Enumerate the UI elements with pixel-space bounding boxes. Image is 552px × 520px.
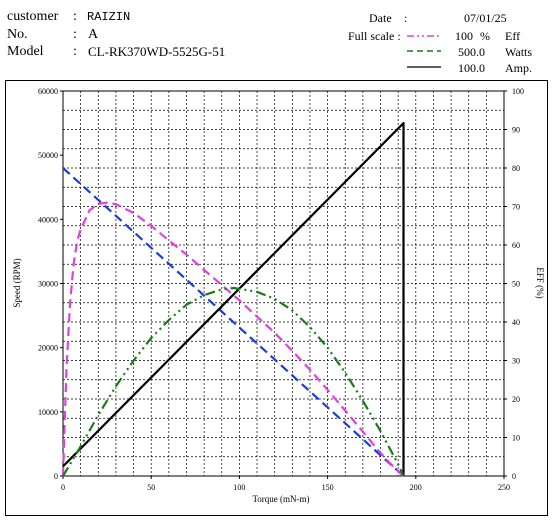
y2-tick-label: 0	[512, 472, 516, 481]
chart-frame	[5, 80, 548, 516]
grid	[63, 91, 504, 476]
series-lines	[61, 121, 405, 477]
customer-sep: :	[73, 9, 77, 24]
y-tick-label: 30000	[38, 280, 58, 289]
no-label: No.	[7, 27, 28, 42]
legend-watts-swatch	[407, 50, 441, 52]
y2-tick-label: 60	[512, 241, 520, 250]
y-tick-label: 60000	[38, 87, 58, 96]
y-tick-label: 10000	[38, 408, 58, 417]
legend-eff-name: Eff	[505, 29, 521, 43]
y2-axis-label: EFF (%)	[535, 267, 545, 298]
legend-eff-swatch	[407, 35, 441, 37]
legend-amp-name: Amp.	[505, 61, 532, 75]
series-current-line	[62, 121, 405, 476]
x-tick-label: 50	[147, 483, 155, 492]
y-tick-label: 0	[54, 472, 58, 481]
y2-tick-label: 30	[512, 357, 520, 366]
legend-watts-name: Watts	[505, 45, 533, 59]
y2-tick-label: 10	[512, 434, 520, 443]
customer-value: RAIZIN	[87, 10, 131, 24]
model-label: Model	[7, 44, 44, 59]
x-tick-label: 100	[233, 483, 245, 492]
model-sep: :	[73, 44, 77, 59]
series-watts-line	[62, 286, 405, 477]
legend-amp-swatch	[407, 66, 441, 68]
fullscale-label: Full scale :	[348, 29, 401, 43]
no-sep: :	[73, 27, 77, 42]
y2-tick-label: 80	[512, 164, 520, 173]
legend-amp-value: 100.0	[458, 61, 485, 75]
x-tick-label: 150	[322, 483, 334, 492]
x-axis-label: Torque (mN-m)	[252, 494, 309, 504]
y-axis-label: Speed (RPM)	[12, 258, 22, 307]
y-tick-label: 40000	[38, 215, 58, 224]
y2-tick-label: 100	[512, 87, 524, 96]
y-tick-label: 20000	[38, 344, 58, 353]
y2-tick-labels: 0 10 20 30 40 50 60 70 80 90 100	[504, 87, 524, 481]
y2-tick-label: 50	[512, 280, 520, 289]
x-tick-label: 200	[410, 483, 422, 492]
customer-label: customer	[7, 9, 59, 24]
series-eff-line	[61, 201, 405, 477]
y2-tick-label: 20	[512, 395, 520, 404]
y2-tick-label: 70	[512, 203, 520, 212]
y2-tick-label: 40	[512, 318, 520, 327]
legend-eff-unit: %	[480, 29, 490, 43]
y2-tick-label: 90	[512, 126, 520, 135]
x-tick-labels: 0 50 100 150 200 250	[61, 476, 510, 492]
y-tick-labels: 0 10000 20000 30000 40000 50000 60000	[38, 87, 63, 481]
date-label: Date	[369, 11, 392, 25]
x-tick-label: 0	[61, 483, 65, 492]
series-speed-line	[62, 167, 405, 477]
no-value: A	[88, 27, 99, 42]
x-tick-label: 250	[498, 483, 510, 492]
model-value: CL-RK370WD-5525G-51	[88, 44, 226, 59]
date-sep: :	[404, 11, 408, 25]
legend-eff-value: 100	[455, 29, 473, 43]
legend-watts-value: 500.0	[458, 45, 485, 59]
date-value: 07/01/25	[464, 11, 507, 25]
y-tick-label: 50000	[38, 151, 58, 160]
